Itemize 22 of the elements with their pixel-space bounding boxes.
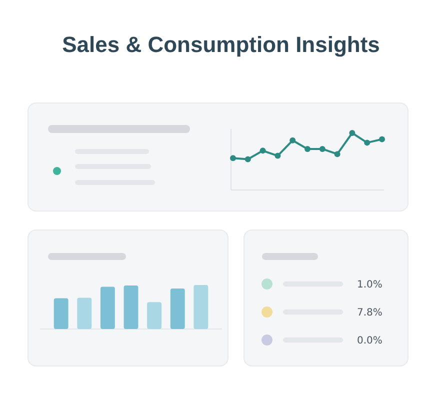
bar xyxy=(147,302,162,329)
point xyxy=(244,156,251,162)
point xyxy=(364,140,370,146)
point xyxy=(319,146,326,152)
bar xyxy=(194,285,208,329)
bar xyxy=(77,298,92,329)
bar xyxy=(170,288,185,329)
chart-title: Sales & Consumption Insights xyxy=(62,32,380,57)
data-label: 1.0% xyxy=(357,280,382,290)
bar xyxy=(54,298,68,329)
point xyxy=(349,130,356,136)
point xyxy=(334,151,340,158)
point xyxy=(230,155,236,162)
point xyxy=(379,136,385,142)
data-label: 0.0% xyxy=(357,336,382,346)
data-label: 7.8% xyxy=(357,308,382,318)
point xyxy=(274,152,281,159)
bar xyxy=(124,285,138,329)
point xyxy=(260,148,266,154)
point xyxy=(290,137,296,144)
point xyxy=(304,146,310,152)
bar xyxy=(100,286,115,329)
